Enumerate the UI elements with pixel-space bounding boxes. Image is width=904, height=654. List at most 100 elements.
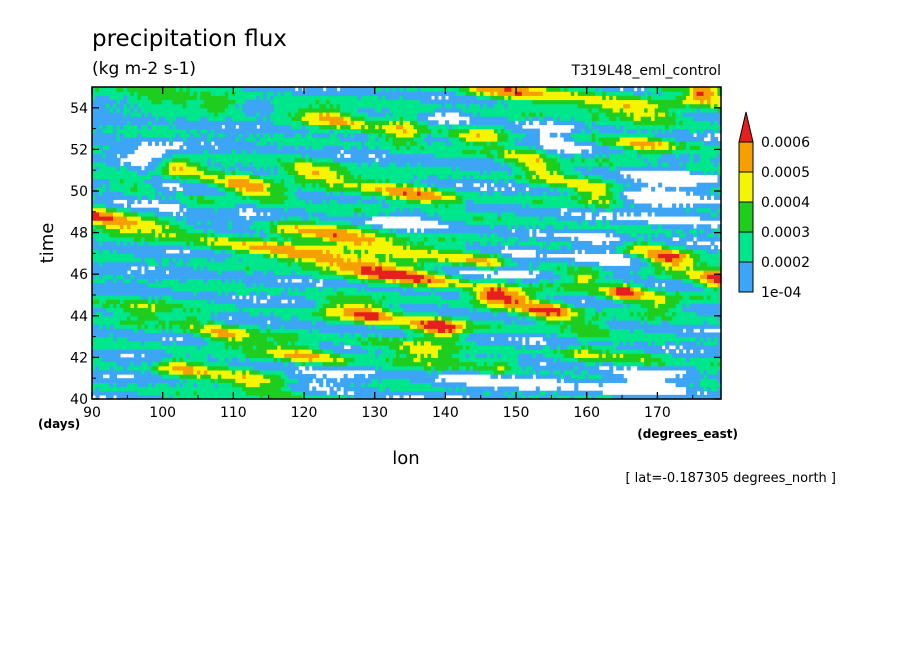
field-cell [92,336,114,342]
field-cell [500,324,561,329]
field-cell [689,145,701,150]
field-cell [514,374,533,379]
field-cell [570,374,586,379]
field-cell [266,91,275,96]
field-cell [92,286,173,292]
field-cell [326,199,331,205]
field-cell [189,240,194,246]
field-cell [270,141,275,146]
field-cell [416,161,422,167]
field-cell [123,211,139,217]
field-cell [521,307,530,313]
field-cell [528,116,533,121]
field-cell [563,87,568,92]
field-cell [112,303,118,309]
field-cell [700,215,722,221]
field-cell [385,211,390,217]
field-cell [291,124,303,130]
field-cell [553,270,568,275]
field-cell [196,195,205,200]
field-cell [514,186,526,192]
field-cell [102,357,163,363]
field-cell [109,107,114,113]
field-cell [511,224,516,230]
field-cell [633,240,638,246]
field-cell [319,99,327,105]
field-cell [406,87,418,92]
field-cell [654,107,670,113]
field-cell [703,286,715,292]
field-cell [546,282,554,288]
field-cell [105,307,125,313]
field-cell [630,270,635,275]
field-cell [92,295,142,300]
field-cell [144,240,149,246]
field-cell [287,186,299,192]
field-cell [556,186,575,192]
field-cell [602,87,621,92]
field-cell [427,353,432,358]
field-cell [385,136,390,142]
field-cell [644,282,656,288]
field-cell [707,336,712,342]
field-cell [252,365,299,371]
field-cell [668,145,673,150]
field-cell [616,286,631,292]
field-cell [273,178,282,184]
field-cell [361,145,369,150]
field-cell [451,174,464,180]
field-cell [693,249,708,254]
field-cell [403,336,408,342]
field-cell [364,249,369,254]
field-cell [389,386,446,392]
field-cell [514,307,523,313]
field-cell [525,299,530,304]
field-cell [200,220,208,225]
field-cell [322,303,338,309]
field-cell [420,353,425,358]
field-cell [458,166,512,171]
field-cell [389,136,394,142]
field-cell [354,249,362,254]
field-cell [123,103,128,109]
field-cell [368,145,376,150]
field-cell [700,257,722,263]
field-cell [287,278,292,284]
field-cell [263,228,271,234]
field-cell [598,157,603,163]
field-cell [287,111,292,117]
field-cell [172,257,177,263]
field-cell [102,240,118,246]
field-cell [130,91,135,96]
field-cell [696,311,722,317]
field-cell [210,91,226,96]
field-cell [403,307,470,313]
field-cell [504,261,519,267]
field-cell [717,211,722,217]
field-cell [182,215,187,221]
field-cell [172,357,177,363]
field-cell [168,170,205,175]
field-cell [518,236,530,242]
field-cell [581,170,621,175]
field-cell [584,315,593,321]
field-cell [595,207,607,213]
field-cell [717,128,722,134]
field-cell [497,211,502,217]
field-cell [217,145,278,150]
field-cell [294,178,327,184]
field-cell [511,394,516,400]
field-cell [574,116,593,121]
field-cell [287,299,292,304]
field-cell [301,232,317,238]
field-cell [277,145,282,150]
field-cell [186,128,191,134]
field-cell [361,228,380,234]
field-cell [675,311,698,317]
field-cell [675,136,705,142]
field-cell [546,361,586,367]
field-cell [319,124,338,130]
field-cell [266,186,289,192]
field-cell [469,290,477,296]
field-cell [133,274,313,279]
